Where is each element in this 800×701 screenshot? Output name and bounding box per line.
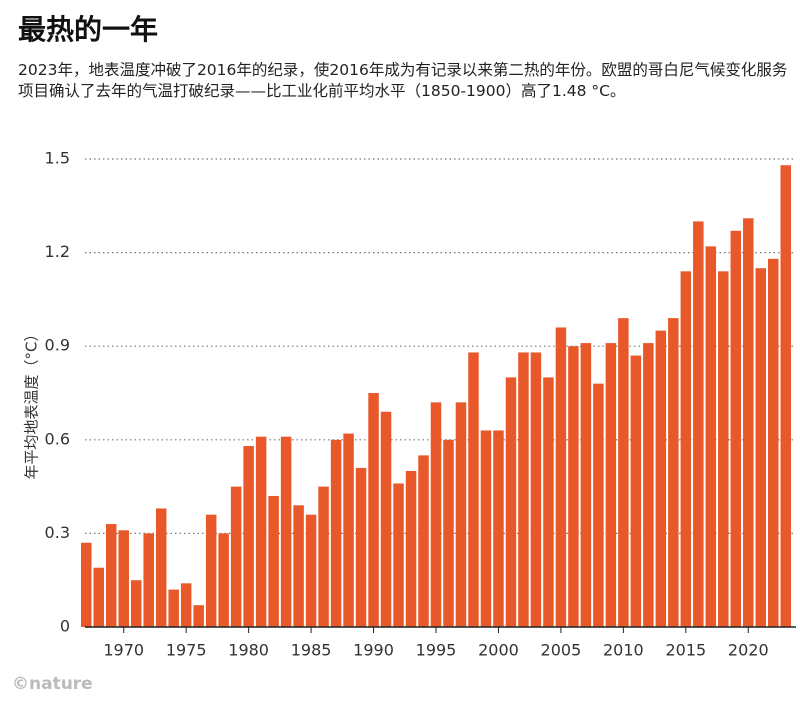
x-tick-label: 1995 xyxy=(416,641,457,660)
bar xyxy=(555,327,567,627)
bar xyxy=(768,258,779,627)
bar xyxy=(105,524,117,627)
bar xyxy=(618,318,629,627)
x-tick-label: 1970 xyxy=(103,641,144,660)
y-axis-label: 年平均地表温度（°C） xyxy=(23,327,41,480)
bar xyxy=(605,343,617,627)
bar xyxy=(718,271,729,627)
chart-subtitle: 2023年，地表温度冲破了2016年的纪录，使2016年成为有记录以来第二热的年… xyxy=(18,61,788,100)
bar xyxy=(643,343,654,627)
bar xyxy=(730,230,742,627)
bar xyxy=(305,514,317,627)
bar xyxy=(430,402,442,627)
bar xyxy=(268,495,279,627)
y-tick-label: 0.9 xyxy=(45,336,70,355)
bar xyxy=(218,533,229,627)
x-tick-label: 2000 xyxy=(478,641,519,660)
bar xyxy=(155,508,167,627)
y-tick-label: 0.6 xyxy=(45,429,70,448)
bar xyxy=(205,514,217,627)
bar xyxy=(405,471,417,627)
bar xyxy=(93,567,104,627)
y-tick-label: 1.5 xyxy=(45,149,70,168)
bar xyxy=(468,352,479,627)
bar xyxy=(755,268,767,627)
x-tick-label: 2010 xyxy=(603,641,644,660)
source: ©nature xyxy=(12,674,93,694)
bar xyxy=(680,271,692,627)
bar xyxy=(418,455,429,627)
bar xyxy=(693,221,704,627)
bar xyxy=(255,436,267,627)
bar xyxy=(568,346,579,627)
x-tick-label: 2015 xyxy=(665,641,706,660)
bar xyxy=(580,343,592,627)
bar xyxy=(243,446,254,627)
bar xyxy=(380,411,392,627)
bar xyxy=(743,218,754,627)
bar xyxy=(318,486,329,627)
x-tick-label: 1980 xyxy=(228,641,269,660)
bar xyxy=(543,377,554,627)
bar xyxy=(368,393,379,627)
bar xyxy=(130,580,142,627)
bar xyxy=(593,383,604,627)
y-tick-label: 0.3 xyxy=(45,523,70,542)
x-tick-label: 2020 xyxy=(728,641,769,660)
bar xyxy=(530,352,542,627)
bar xyxy=(118,530,129,627)
bar xyxy=(180,583,192,627)
bar xyxy=(230,486,242,627)
y-tick-label: 1.2 xyxy=(45,242,70,261)
bar xyxy=(630,355,642,627)
bar xyxy=(143,533,154,627)
bar xyxy=(493,430,504,627)
y-tick-label: 0 xyxy=(60,617,70,636)
bar xyxy=(280,436,292,627)
bar xyxy=(355,467,367,627)
x-tick-label: 1990 xyxy=(353,641,394,660)
bar xyxy=(193,605,204,627)
bar xyxy=(780,165,792,628)
bar xyxy=(655,330,667,627)
bar xyxy=(80,542,92,627)
bar xyxy=(505,377,517,627)
x-tick-label: 2005 xyxy=(541,641,582,660)
bar xyxy=(330,439,342,627)
bar xyxy=(668,318,679,627)
bar xyxy=(518,352,529,627)
bar xyxy=(393,483,404,627)
bar xyxy=(480,430,492,627)
chart-title: 最热的一年 xyxy=(18,13,159,46)
bar xyxy=(705,246,717,628)
x-tick-label: 1985 xyxy=(291,641,332,660)
bar xyxy=(168,589,179,627)
x-tick-label: 1975 xyxy=(166,641,207,660)
bar xyxy=(343,433,354,627)
bar xyxy=(443,439,454,627)
bar xyxy=(455,402,467,627)
bar xyxy=(293,505,304,627)
